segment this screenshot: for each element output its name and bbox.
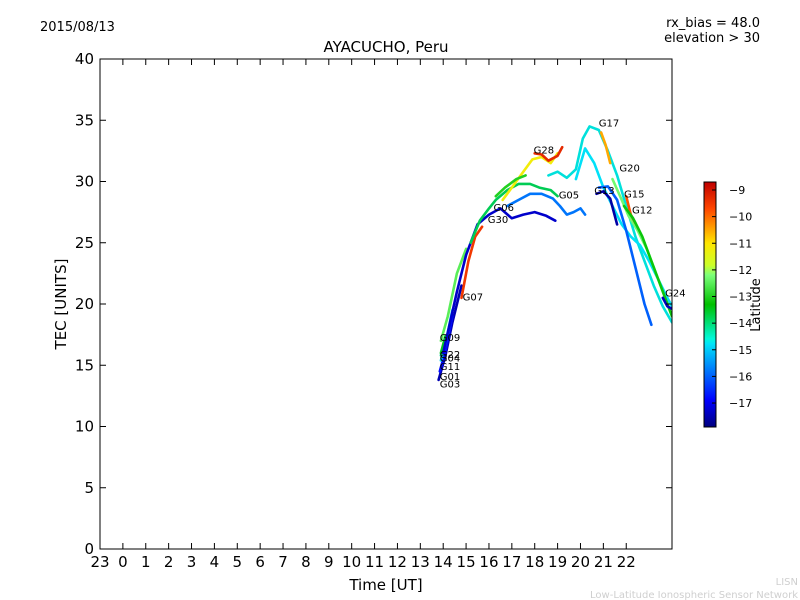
x-tick-label: 2	[164, 553, 174, 571]
x-tick-label: 20	[571, 553, 590, 571]
series-line-g08	[494, 174, 527, 198]
x-tick-label: 17	[502, 553, 521, 571]
x-tick-label: 1	[141, 553, 151, 571]
satellite-label: G04	[440, 354, 460, 365]
satellite-label: G06	[494, 203, 514, 214]
x-tick-label: 4	[210, 553, 220, 571]
x-tick-label: 23	[90, 553, 109, 571]
colorbar-tick-label: −14	[729, 317, 752, 330]
y-tick-label: 35	[75, 111, 94, 129]
rx-bias-label: rx_bias = 48.0	[666, 16, 760, 31]
x-tick-label: 8	[301, 553, 311, 571]
colorbar-tick-label: −12	[729, 264, 752, 277]
series-line-g17	[547, 125, 672, 324]
series-line-g17-orange	[599, 131, 612, 165]
series-line-g13b	[597, 185, 653, 327]
colorbar-tick-label: −9	[729, 184, 745, 197]
elevation-label: elevation > 30	[664, 31, 760, 46]
satellite-label: G30	[488, 215, 508, 226]
x-tick-label: 7	[278, 553, 288, 571]
x-tick-label: 0	[118, 553, 128, 571]
colorbar-tick-label: −15	[729, 344, 752, 357]
series-line-g05	[505, 192, 587, 216]
colorbar-tick-label: −10	[729, 211, 752, 224]
footer-lisn: LISN	[776, 577, 798, 588]
y-axis-label: TEC [UNITS]	[52, 259, 70, 351]
satellite-label: G24	[665, 289, 685, 300]
x-tick-label: 22	[617, 553, 636, 571]
colorbar	[703, 181, 717, 428]
x-tick-label: 13	[411, 553, 430, 571]
y-tick-label: 5	[84, 479, 94, 497]
satellite-label: G09	[440, 333, 460, 344]
x-tick-label: 9	[324, 553, 334, 571]
series-line-g06	[469, 182, 559, 245]
series-line-g30	[441, 207, 557, 355]
satellite-label: G28	[534, 145, 554, 156]
satellite-label: G17	[599, 118, 619, 129]
y-tick-label: 25	[75, 234, 94, 252]
axis-ticks: 23 0 1 2 3 4 5 6 7 8 9 10 11 12 13 14 15 16 17 18 19 20 21 2205…	[75, 50, 672, 571]
footer-network: Low-Latitude Ionospheric Sensor Network	[590, 590, 798, 600]
y-tick-label: 20	[75, 295, 94, 313]
series-line-g07	[460, 225, 484, 300]
satellite-label: G03	[440, 379, 460, 390]
satellite-label: G22	[440, 350, 460, 361]
x-axis-label: Time [UT]	[348, 576, 422, 594]
y-tick-label: 30	[75, 173, 94, 191]
satellite-label: G20	[619, 164, 639, 175]
x-tick-label: 15	[457, 553, 476, 571]
x-tick-label: 14	[434, 553, 453, 571]
colorbar-ticks: −9 −10 −11 −12 −13 −14 −15 −16 −17	[712, 184, 752, 410]
series-line-g09	[439, 247, 468, 343]
series-line-g24	[661, 296, 672, 311]
satellite-label: G01	[440, 372, 460, 383]
satellite-label: G15	[624, 189, 644, 200]
series-line-g28	[501, 152, 559, 202]
y-tick-label: 10	[75, 418, 94, 436]
y-tick-label: 15	[75, 356, 94, 374]
x-tick-label: 3	[187, 553, 197, 571]
y-tick-label: 0	[84, 540, 94, 558]
satellite-label: G11	[440, 362, 460, 373]
series-line-g28-red	[533, 145, 564, 162]
colorbar-tick-label: −16	[729, 370, 752, 383]
x-tick-label: 6	[255, 553, 265, 571]
colorbar-tick-label: −13	[729, 291, 752, 304]
colorbar-label: Latitude	[749, 278, 764, 332]
y-tick-label: 40	[75, 50, 94, 68]
x-tick-label: 10	[342, 553, 361, 571]
satellite-label: G12	[632, 205, 652, 216]
x-tick-label: 21	[594, 553, 613, 571]
series-line-g22	[439, 334, 447, 355]
x-tick-label: 5	[233, 553, 243, 571]
satellite-label: G07	[463, 292, 483, 303]
x-tick-label: 16	[479, 553, 498, 571]
colorbar-tick-label: −17	[729, 397, 752, 410]
chart-title: AYACUCHO, Peru	[323, 38, 448, 56]
series-line-g13	[595, 190, 619, 226]
series-line-g12	[622, 204, 672, 318]
x-tick-label: 19	[548, 553, 567, 571]
x-tick-label: 18	[525, 553, 544, 571]
satellite-label: G05	[559, 191, 579, 202]
colorbar-tick-label: −11	[729, 237, 752, 250]
satellite-label: G13	[594, 186, 614, 197]
x-tick-label: 11	[365, 553, 384, 571]
date-label: 2015/08/13	[40, 20, 115, 35]
x-tick-label: 12	[388, 553, 407, 571]
